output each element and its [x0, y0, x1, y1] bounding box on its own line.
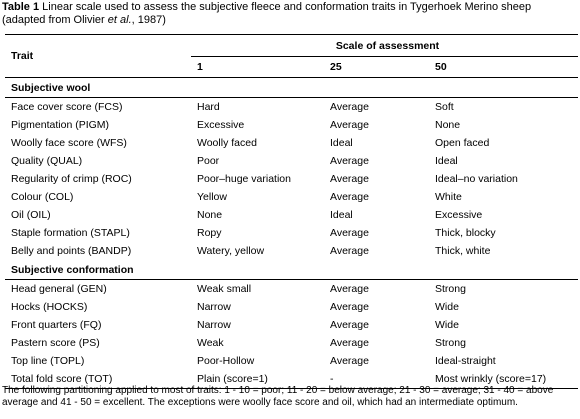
header-row: Trait Scale of assessment [5, 34, 578, 78]
scale-cell: Average [330, 245, 369, 257]
section-title: Subjective wool [5, 77, 578, 98]
scale-cell: Narrow [197, 301, 231, 313]
scale-cell: Woolly faced [197, 137, 257, 149]
scale-column: 25 [324, 56, 429, 78]
scale-cell: - [324, 370, 429, 389]
scale-cell: None [197, 209, 223, 221]
table-row: Hocks (HOCKS) Narrow Average Wide [5, 298, 578, 316]
trait-cell: Top line (TOPL) [11, 355, 85, 367]
table-row: Pastern score (PS) Weak Average Strong [5, 334, 578, 352]
scale-cell: Plain (score=1) [191, 370, 324, 389]
trait-cell: Hocks (HOCKS) [11, 301, 88, 313]
trait-cell: Staple formation (STAPL) [11, 227, 130, 239]
scale-cell: Average [330, 283, 369, 295]
scale-cell: Ropy [197, 227, 222, 239]
footnote: The following partitioning applied to mo… [2, 385, 554, 408]
scale-cell: Thick, white [435, 245, 491, 257]
scale-cell: Excessive [435, 209, 483, 221]
table-row: Head general (GEN) Weak small Average Stron… [5, 280, 578, 299]
scale-cell: Average [330, 227, 369, 239]
trait-cell: Colour (COL) [11, 191, 74, 203]
scale-row: 1 25 50 [5, 56, 578, 78]
scale-cell: Ideal [330, 137, 353, 149]
scale-cell: Most wrinkly (score=17) [429, 370, 578, 389]
scale-cell: Average [330, 319, 369, 331]
trait-cell: Pastern score (PS) [11, 337, 100, 349]
scale-cell: Weak [197, 337, 224, 349]
trait-cell: Head general (GEN) [11, 283, 107, 295]
scale-cell: Weak small [197, 283, 252, 295]
scale-cell: White [435, 191, 462, 203]
scale-cell: Strong [435, 283, 466, 295]
table-row: Front quarters (FQ) Narrow Average Wide [5, 316, 578, 334]
scale-cell: Thick, blocky [435, 227, 496, 239]
scale-cell: Average [330, 301, 369, 313]
table-row: Oil (OIL) None Ideal Excessive [5, 206, 578, 224]
scale-cell: Wide [435, 301, 459, 313]
scale-cell: Average [330, 337, 369, 349]
scale-cell: Ideal [435, 155, 458, 167]
table-row: Quality (QUAL) Poor Average Ideal [5, 152, 578, 170]
scale-cell: Average [330, 101, 369, 113]
scale-cell: Average [330, 173, 369, 185]
scale-cell: Ideal-straight [435, 355, 496, 367]
scale-cell: Strong [435, 337, 466, 349]
table-row: Woolly face score (WFS) Woolly faced Ideal… [5, 134, 578, 152]
trait-cell: Quality (QUAL) [11, 155, 83, 167]
scale-column: 50 [429, 56, 578, 78]
caption-end: , 1987) [131, 14, 166, 26]
scale-cell: Excessive [197, 119, 245, 131]
scale-cell: Watery, yellow [197, 245, 265, 257]
section-row: Subjective conformation [5, 260, 578, 280]
table-row: Colour (COL) Yellow Average White [5, 188, 578, 206]
caption-label: Table 1 [2, 1, 40, 13]
trait-cell: Oil (OIL) [11, 209, 51, 221]
table-body: Trait Scale of assessment 1 25 50 Subjecti… [5, 34, 578, 389]
scale-cell: Soft [435, 101, 454, 113]
scale-cell: Ideal–no variation [435, 173, 518, 185]
table-row: Total fold score (TOT) Plain (score=1) - Mo… [5, 370, 578, 389]
table-row: Belly and points (BANDP) Watery, yellow Av… [5, 242, 578, 260]
section-row: Subjective wool [5, 77, 578, 98]
scale-cell: Poor-Hollow [197, 355, 255, 367]
scale-cell: Poor [197, 155, 220, 167]
scale-cell: Yellow [197, 191, 227, 203]
scale-cell: None [435, 119, 461, 131]
trait-cell: Pigmentation (PIGM) [11, 119, 110, 131]
table: Trait Scale of assessment 1 25 50 Subjecti… [5, 34, 578, 389]
scale-cell: Open faced [435, 137, 490, 149]
scale-cell: Narrow [197, 319, 231, 331]
scale-cell: Poor–huge variation [197, 173, 291, 185]
table-row: Face cover score (FCS) Hard Average Soft [5, 98, 578, 117]
caption-italic: et al. [107, 14, 132, 26]
table-row: Pigmentation (PIGM) Excessive Average None [5, 116, 578, 134]
trait-cell: Total fold score (TOT) [5, 370, 191, 389]
scale-header: Scale of assessment [191, 34, 578, 57]
trait-header: Trait [5, 34, 191, 78]
table-row: Staple formation (STAPL) Ropy Average Thick… [5, 224, 578, 242]
caption-text: Linear scale used to assess the subjecti… [2, 1, 532, 26]
trait-cell: Belly and points (BANDP) [11, 245, 132, 257]
scale-cell: Wide [435, 319, 459, 331]
scale-cell: Average [330, 119, 369, 131]
scale-cell: Hard [197, 101, 220, 113]
scale-cell: Ideal [330, 209, 353, 221]
scale-cell: Average [330, 155, 369, 167]
trait-cell: Face cover score (FCS) [11, 101, 123, 113]
section-title: Subjective conformation [5, 260, 578, 280]
trait-cell: Front quarters (FQ) [11, 319, 102, 331]
scale-cell: Average [330, 191, 369, 203]
table-row: Top line (TOPL) Poor-Hollow Average Ideal-s… [5, 352, 578, 370]
scale-cell: Average [330, 355, 369, 367]
scale-column: 1 [191, 56, 324, 78]
caption: Table 1 Linear scale used to assess the … [2, 1, 577, 27]
trait-cell: Regularity of crimp (ROC) [11, 173, 132, 185]
table-row: Regularity of crimp (ROC) Poor–huge varia… [5, 170, 578, 188]
trait-cell: Woolly face score (WFS) [11, 137, 127, 149]
